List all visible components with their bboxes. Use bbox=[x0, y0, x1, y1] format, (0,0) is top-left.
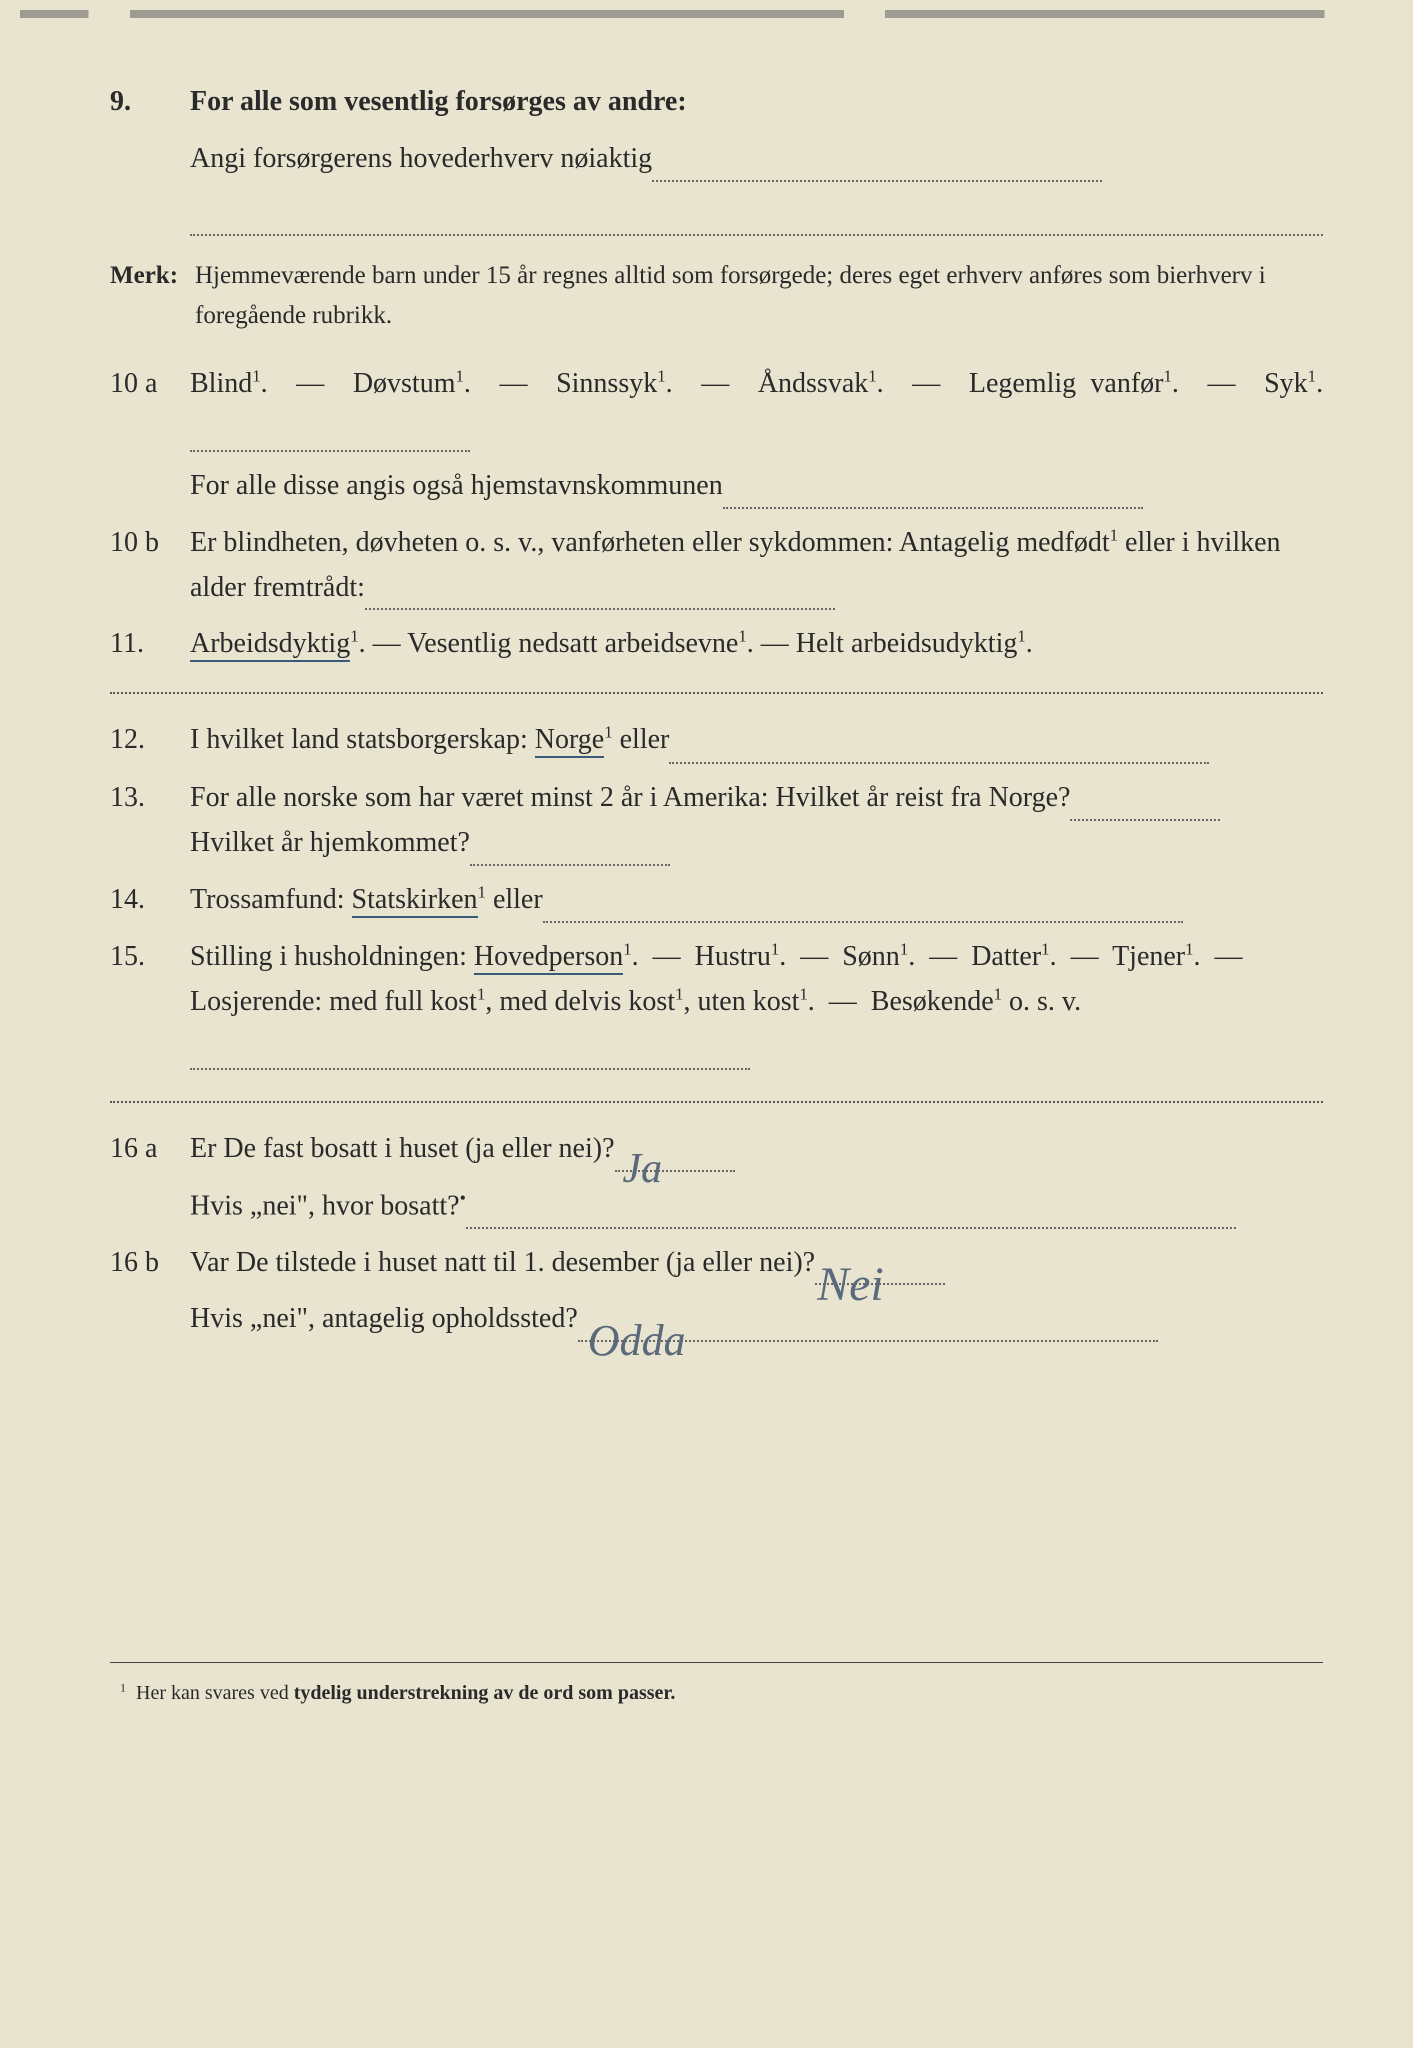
q16b-answer2: Odda bbox=[588, 1306, 686, 1376]
merk-label: Merk: bbox=[110, 256, 195, 336]
question-16b: 16 b Var De tilstede i huset natt til 1.… bbox=[110, 1241, 1323, 1286]
q16a-line2: Hvis „nei", hvor bosatt?• bbox=[190, 1184, 1323, 1229]
question-11: 11. Arbeidsdyktig1. — Vesentlig nedsatt … bbox=[110, 622, 1323, 667]
q9-blank-line bbox=[190, 234, 1323, 236]
q15-opt1-selected: Hovedperson bbox=[474, 941, 623, 975]
q11-number: 11. bbox=[110, 622, 190, 667]
q9-number: 9. bbox=[110, 80, 190, 125]
q12-opt-selected: Norge bbox=[535, 724, 604, 758]
q10b-number: 10 b bbox=[110, 521, 190, 611]
question-14: 14. Trossamfund: Statskirken1 eller bbox=[110, 878, 1323, 924]
q15-number: 15. bbox=[110, 935, 190, 1069]
question-12: 12. I hvilket land statsborgerskap: Norg… bbox=[110, 718, 1323, 764]
question-15: 15. Stilling i husholdningen: Hovedperso… bbox=[110, 935, 1323, 1069]
q16a-answer: Ja bbox=[623, 1136, 663, 1203]
q9-line1: Angi forsørgerens hovederhverv nøiaktig bbox=[190, 137, 1323, 182]
q14-number: 14. bbox=[110, 878, 190, 924]
q16b-answer1: Nei bbox=[817, 1247, 884, 1324]
q16b-number: 16 b bbox=[110, 1241, 190, 1286]
census-form-page: 9. For alle som vesentlig forsørges av a… bbox=[0, 0, 1413, 2048]
question-16a: 16 a Er De fast bosatt i huset (ja eller… bbox=[110, 1127, 1323, 1172]
footnote: 1 Her kan svares ved tydelig understrekn… bbox=[110, 1677, 1323, 1709]
q10a-line2: For alle disse angis også hjemstavnskomm… bbox=[190, 464, 1323, 509]
q11-opt1-selected: Arbeidsdyktig bbox=[190, 628, 350, 662]
divider-1 bbox=[110, 691, 1323, 694]
q16a-number: 16 a bbox=[110, 1127, 190, 1172]
question-10b: 10 b Er blindheten, døvheten o. s. v., v… bbox=[110, 521, 1323, 611]
q10a-number: 10 a bbox=[110, 362, 190, 452]
q16b-line2: Hvis „nei", antagelig opholdssted?Odda bbox=[190, 1297, 1323, 1342]
q12-number: 12. bbox=[110, 718, 190, 764]
divider-2 bbox=[110, 1100, 1323, 1103]
footnote-rule bbox=[110, 1662, 1323, 1663]
q9-blank bbox=[652, 180, 1102, 182]
q9-heading: For alle som vesentlig forsørges av andr… bbox=[190, 86, 687, 117]
question-9: 9. For alle som vesentlig forsørges av a… bbox=[110, 80, 1323, 125]
merk-note: Merk: Hjemmeværende barn under 15 år reg… bbox=[110, 256, 1323, 336]
question-10a: 10 a Blind1. — Døvstum1. — Sinnssyk1. — … bbox=[110, 362, 1323, 452]
q14-opt-selected: Statskirken bbox=[352, 884, 478, 918]
q13-number: 13. bbox=[110, 776, 190, 866]
question-13: 13. For alle norske som har været minst … bbox=[110, 776, 1323, 866]
merk-text: Hjemmeværende barn under 15 år regnes al… bbox=[195, 256, 1323, 336]
